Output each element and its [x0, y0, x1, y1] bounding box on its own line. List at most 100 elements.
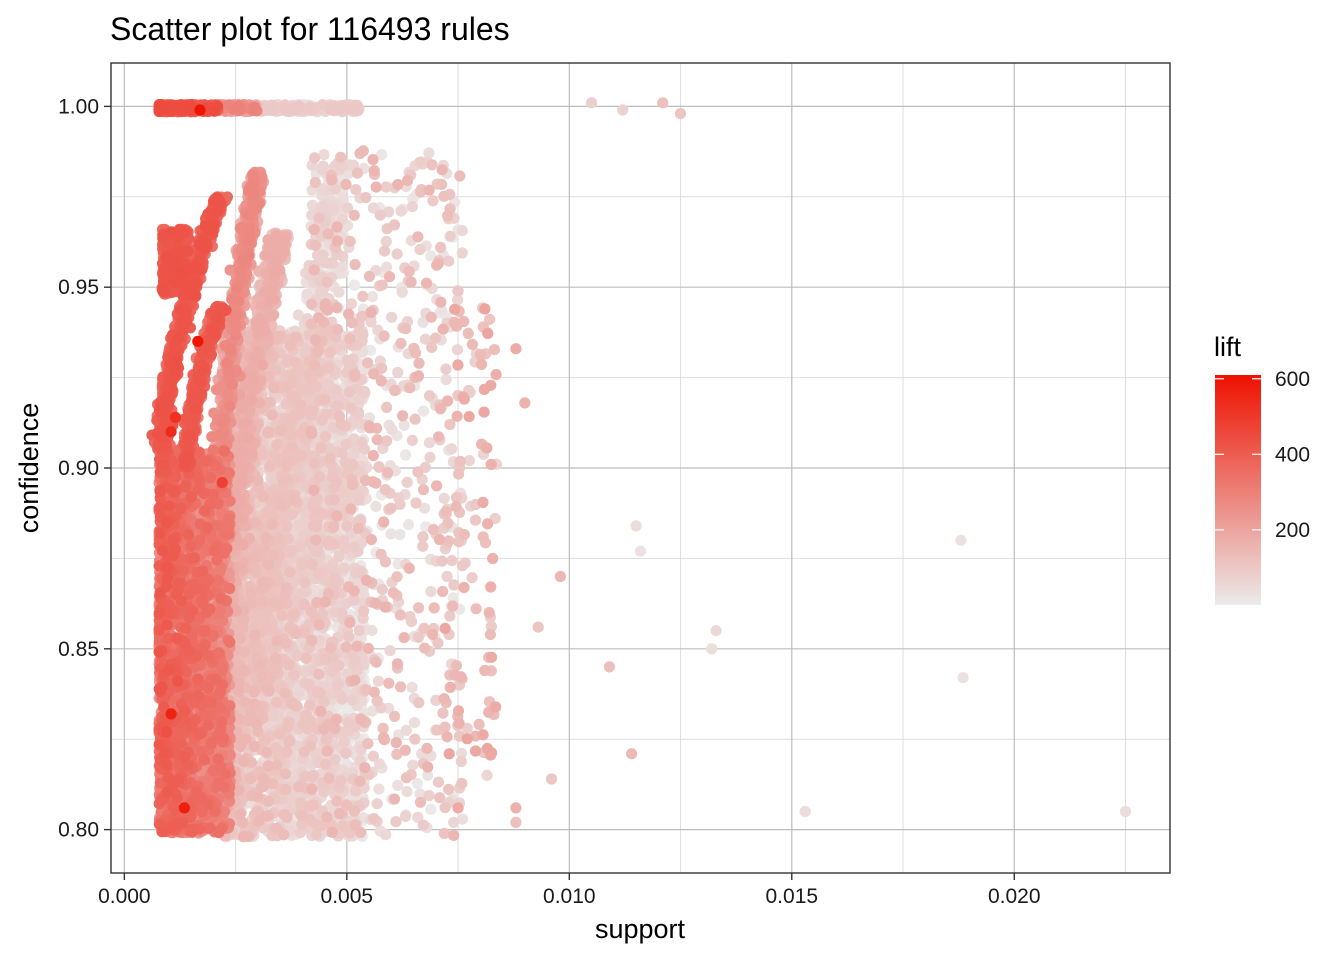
rule-point — [444, 230, 456, 242]
rule-point — [348, 541, 360, 553]
rule-point — [296, 558, 308, 571]
rule-point — [413, 697, 425, 709]
rule-point — [414, 156, 426, 168]
rule-point — [314, 687, 326, 700]
rule-point — [425, 586, 437, 598]
rule-point — [357, 290, 369, 302]
rule-point — [286, 544, 298, 557]
rule-point — [337, 820, 349, 832]
rule-point — [440, 363, 452, 375]
rule-point — [395, 205, 407, 217]
rule-point — [376, 149, 388, 161]
rule-point — [317, 249, 329, 261]
rule-point — [384, 645, 396, 657]
rule-point — [373, 783, 385, 795]
rule-point — [439, 802, 451, 814]
rule-point — [630, 520, 642, 532]
rule-point — [386, 311, 398, 323]
rule-point — [417, 316, 429, 328]
rule-point — [392, 779, 404, 792]
rule-point — [348, 279, 360, 291]
rule-point — [316, 200, 328, 212]
rule-point — [330, 384, 342, 396]
rule-point — [410, 497, 422, 509]
rule-point — [423, 390, 436, 402]
chart-title: Scatter plot for 116493 rules — [110, 11, 510, 47]
rule-point — [335, 775, 347, 787]
rule-point — [401, 476, 413, 488]
rule-point — [343, 386, 355, 398]
rule-point — [347, 104, 359, 116]
rule-point — [456, 560, 468, 572]
rule-point — [285, 104, 297, 117]
rule-point — [368, 813, 380, 825]
rule-point — [396, 286, 408, 298]
rule-point — [380, 235, 392, 248]
rule-point — [404, 611, 416, 623]
rule-point — [446, 555, 458, 567]
rule-point — [391, 248, 403, 260]
rule-point — [309, 152, 321, 164]
rule-point — [414, 788, 426, 800]
rule-point — [634, 545, 647, 557]
rule-point — [392, 366, 404, 379]
rule-point — [353, 494, 365, 506]
rule-point — [426, 341, 438, 353]
rule-point — [409, 733, 421, 745]
rule-point — [617, 104, 629, 116]
rule-point — [341, 520, 353, 532]
rule-point — [438, 492, 450, 504]
rule-point — [456, 247, 468, 259]
rule-point — [443, 255, 455, 267]
rule-point — [456, 225, 468, 237]
rule-point — [710, 625, 722, 637]
rule-point — [440, 374, 452, 386]
rule-point — [451, 344, 464, 356]
rule-point — [267, 709, 279, 722]
rule-point — [386, 424, 398, 436]
rule-point — [336, 693, 348, 705]
rule-point — [350, 184, 362, 196]
rule-point — [346, 694, 359, 707]
rule-point — [319, 430, 332, 443]
rule-point — [376, 279, 388, 291]
rule-point — [452, 285, 464, 297]
rule-point — [448, 816, 460, 829]
rule-point — [447, 592, 459, 604]
rule-point — [371, 798, 383, 810]
rule-point — [328, 573, 341, 585]
rule-point — [336, 261, 348, 273]
rule-point — [353, 624, 365, 637]
rule-point — [957, 672, 969, 684]
rule-point — [350, 785, 362, 797]
rule-point — [338, 736, 350, 748]
rule-point — [299, 576, 311, 589]
rule-point — [338, 535, 350, 547]
rule-point — [379, 245, 391, 257]
rule-point — [406, 681, 418, 694]
rule-point — [423, 437, 435, 449]
rule-point — [390, 816, 402, 828]
rule-point — [317, 160, 329, 172]
rule-point — [345, 402, 357, 414]
rule-point — [481, 769, 493, 782]
rule-point — [374, 209, 386, 221]
rule-point — [345, 298, 358, 310]
rule-point — [414, 244, 426, 256]
rule-point — [381, 261, 393, 273]
rule-point — [328, 204, 340, 216]
rule-point — [367, 750, 380, 762]
rule-point — [417, 819, 429, 831]
rule-point — [380, 829, 392, 841]
rule-point — [376, 583, 388, 596]
rule-point — [336, 447, 348, 459]
rule-point — [1119, 805, 1132, 818]
rule-point — [398, 419, 410, 431]
rule-point — [448, 579, 460, 591]
rule-point — [417, 540, 429, 552]
rule-point — [406, 200, 418, 213]
rule-point — [406, 434, 418, 446]
rule-point — [411, 777, 424, 790]
rule-point — [400, 724, 412, 737]
rule-point — [323, 102, 335, 115]
